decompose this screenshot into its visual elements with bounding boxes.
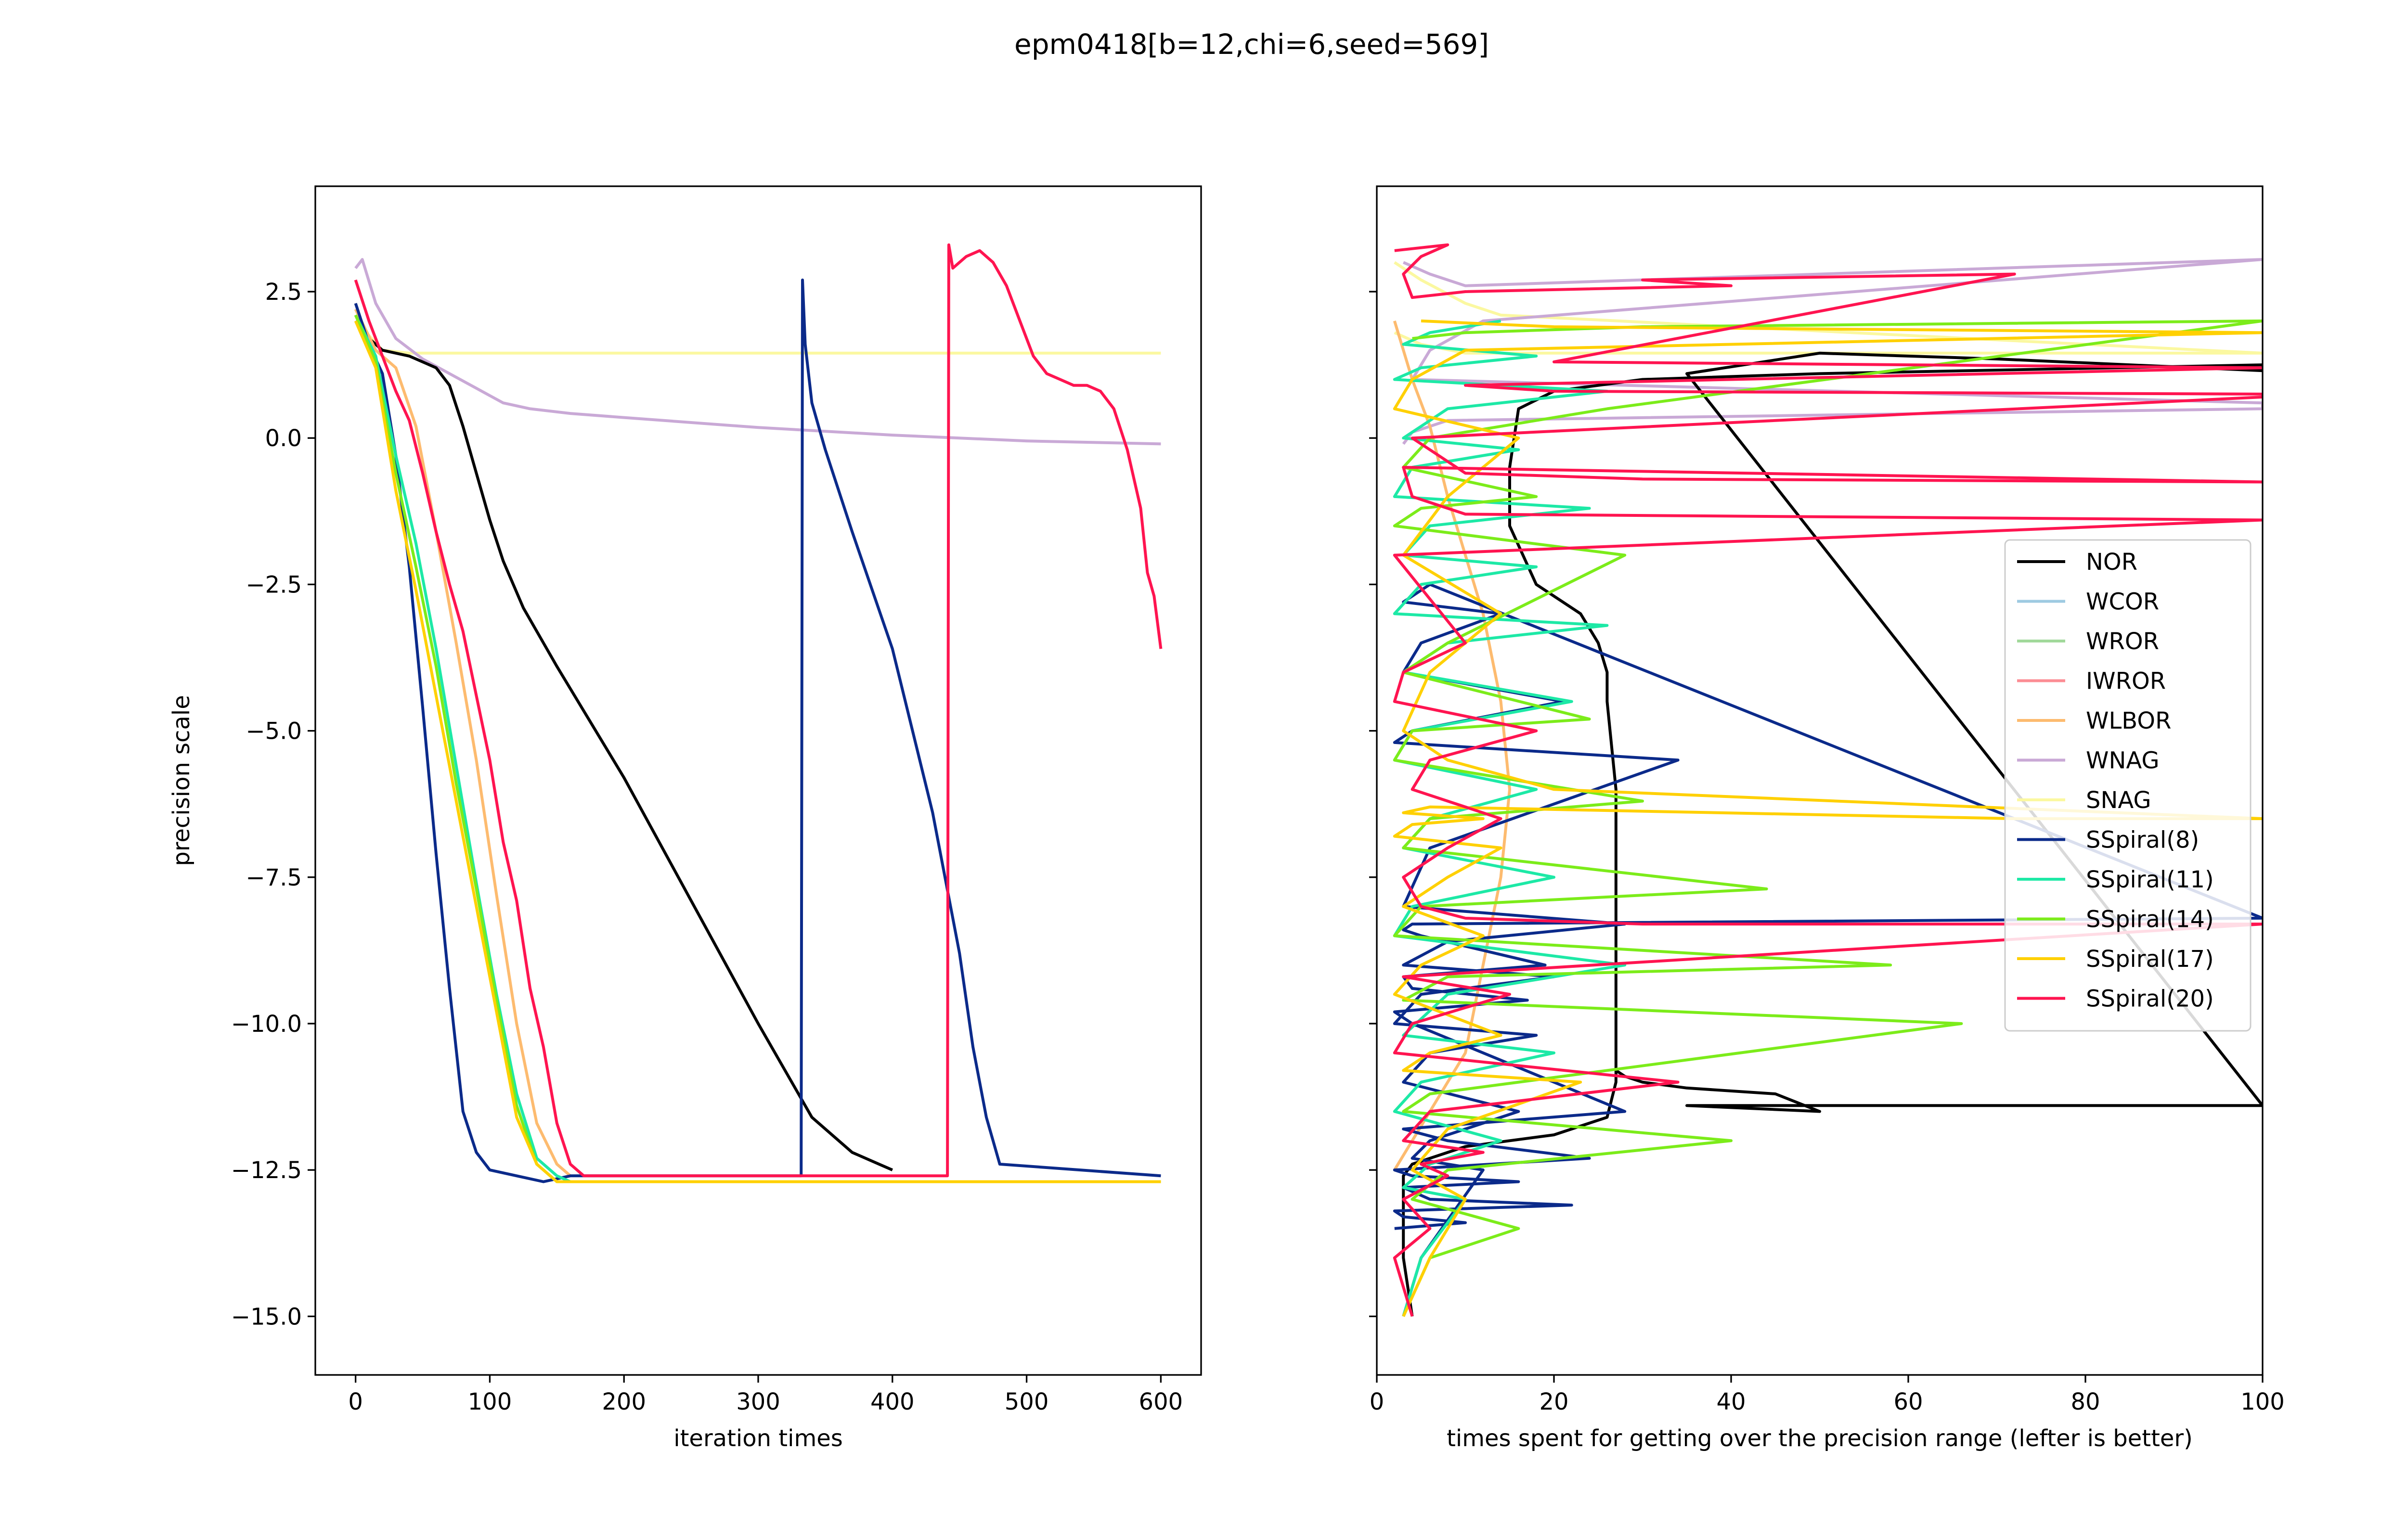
- series-line-sspiral-20: [354, 243, 1163, 1178]
- left-panel: 0 100 200 300 400 500 600 2.5 0.0 −2.5 −5.0 −7.5 −10…: [168, 185, 1202, 1452]
- x-tick-label: 100: [2240, 1388, 2285, 1415]
- x-tick-label: 60: [1893, 1388, 1923, 1415]
- legend-label-snag: SNAG: [2086, 787, 2151, 814]
- x-tick-label: 500: [1005, 1388, 1049, 1415]
- plot-area: [1393, 243, 2263, 1317]
- series-line-sspiral-20: [1393, 243, 2263, 1317]
- x-tick-label: 40: [1716, 1388, 1746, 1415]
- series-line-sspiral-17: [354, 320, 1161, 1183]
- x-axis-label: times spent for getting over the precisi…: [1447, 1425, 2193, 1452]
- y-tick-label: −2.5: [246, 571, 302, 598]
- axes-frame: [314, 185, 1202, 1376]
- series-line-sspiral-14: [354, 314, 1161, 1183]
- x-tick-label: 0: [1370, 1388, 1385, 1415]
- figure-title: epm0418[b=12,chi=6,seed=569]: [1014, 28, 1489, 61]
- legend-box: [2004, 539, 2252, 1032]
- legend-label-sspiral-17: SSpiral(17): [2086, 946, 2214, 973]
- y-tick-label: 2.5: [265, 279, 302, 306]
- legend: NOR WCOR WROR IWROR WLBOR WNAG SNAG SSpiral(8) S…: [2004, 539, 2252, 1032]
- x-tick-label: 300: [736, 1388, 780, 1415]
- y-tick-label: −10.0: [231, 1011, 302, 1038]
- y-tick-label: −5.0: [246, 718, 302, 745]
- series-line-sspiral-8: [1393, 583, 2263, 1317]
- legend-label-wror: WROR: [2086, 628, 2159, 655]
- x-axis-label: iteration times: [673, 1425, 843, 1452]
- series-line-wlbor: [354, 308, 571, 1177]
- series-line-sspiral-11: [1393, 319, 1627, 1317]
- x-tick-label: 400: [870, 1388, 915, 1415]
- y-tick-label: −7.5: [246, 864, 302, 891]
- series-line-snag: [354, 320, 1161, 355]
- series-line-wnag: [354, 258, 1161, 446]
- legend-label-wnag: WNAG: [2086, 747, 2160, 774]
- x-tick-label: 0: [348, 1388, 363, 1415]
- legend-label-sspiral-20: SSpiral(20): [2086, 986, 2214, 1013]
- legend-label-wlbor: WLBOR: [2086, 707, 2171, 734]
- x-tick-label: 80: [2071, 1388, 2100, 1415]
- legend-label-nor: NOR: [2086, 549, 2137, 576]
- series-line-sspiral-8: [354, 278, 1161, 1183]
- y-axis-label: precision scale: [168, 695, 195, 866]
- x-tick-label: 100: [468, 1388, 512, 1415]
- legend-label-sspiral-8: SSpiral(8): [2086, 827, 2199, 854]
- y-tick-label: −15.0: [231, 1303, 302, 1330]
- right-panel: 0 20 40 60 80 100 times spent for getting over…: [1369, 185, 2285, 1452]
- y-tick-label: 0.0: [265, 425, 302, 452]
- series-line-nor: [1402, 351, 2263, 1317]
- x-tick-label: 200: [602, 1388, 646, 1415]
- y-tick-label: −12.5: [231, 1157, 302, 1184]
- x-tick-label: 20: [1539, 1388, 1568, 1415]
- x-tick-label: 600: [1139, 1388, 1183, 1415]
- series-line-wlbor: [1393, 321, 1511, 1171]
- axes-frame: [1376, 185, 2264, 1376]
- legend-label-sspiral-11: SSpiral(11): [2086, 866, 2214, 893]
- series-line-sspiral-11: [354, 314, 1161, 1183]
- series-line-nor: [354, 320, 893, 1171]
- legend-label-sspiral-14: SSpiral(14): [2086, 906, 2214, 933]
- series-line-wnag: [1402, 258, 2263, 445]
- legend-label-iwror: IWROR: [2086, 668, 2166, 695]
- plot-area: [354, 243, 1163, 1183]
- legend-label-wcor: WCOR: [2086, 589, 2159, 616]
